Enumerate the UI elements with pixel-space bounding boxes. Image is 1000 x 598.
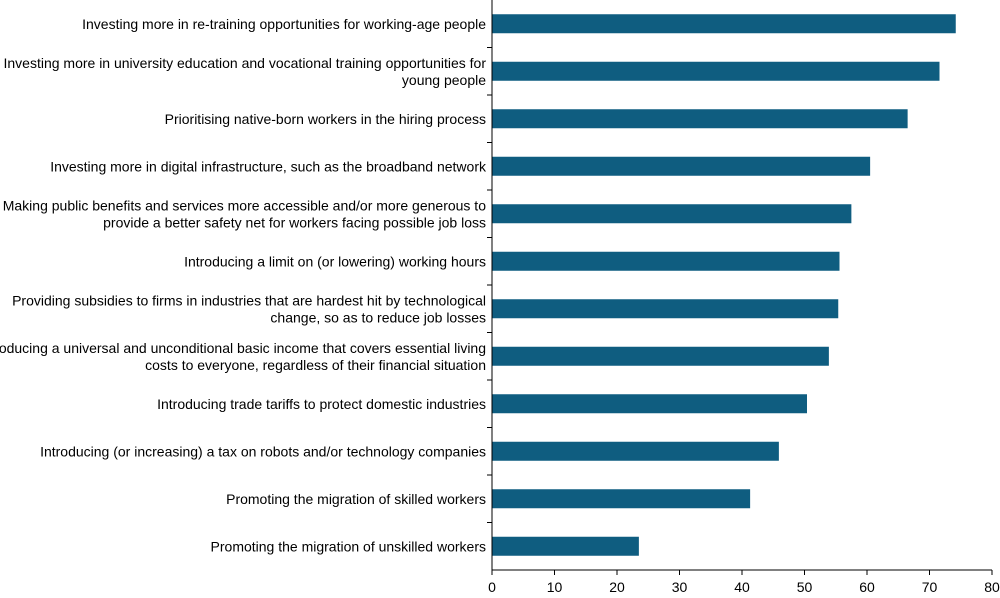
category-label-7: Introducing a universal and unconditiona… bbox=[0, 340, 486, 373]
bar-3 bbox=[492, 156, 871, 176]
x-tick-label-1: 10 bbox=[547, 579, 563, 595]
x-tick-label-3: 30 bbox=[672, 579, 688, 595]
category-label-3: Investing more in digital infrastructure… bbox=[50, 158, 487, 174]
category-label-2: Prioritising native-born workers in the … bbox=[165, 111, 486, 127]
category-label-1: Investing more in university education a… bbox=[3, 55, 486, 88]
category-labels: Investing more in re-training opportunit… bbox=[0, 16, 487, 555]
bars-group bbox=[492, 14, 956, 556]
bar-4 bbox=[492, 204, 852, 224]
axes-group: 0 10 20 30 40 50 60 70 80 bbox=[487, 0, 1000, 595]
bar-2 bbox=[492, 109, 908, 129]
bar-6 bbox=[492, 299, 839, 319]
bar-1 bbox=[492, 61, 940, 81]
bar-9 bbox=[492, 441, 779, 461]
bar-10 bbox=[492, 489, 751, 509]
category-label-5: Introducing a limit on (or lowering) wor… bbox=[184, 253, 486, 269]
x-tick-label-5: 50 bbox=[797, 579, 813, 595]
bar-0 bbox=[492, 14, 956, 34]
x-tick-label-4: 40 bbox=[734, 579, 750, 595]
bar-7 bbox=[492, 346, 829, 366]
bar-8 bbox=[492, 394, 807, 414]
x-tick-label-6: 60 bbox=[859, 579, 875, 595]
category-label-8: Introducing trade tariffs to protect dom… bbox=[157, 396, 486, 412]
x-tick-label-7: 70 bbox=[922, 579, 938, 595]
x-tick-label-8: 80 bbox=[984, 579, 1000, 595]
x-tick-label-2: 20 bbox=[609, 579, 625, 595]
x-tick-label-0: 0 bbox=[488, 579, 496, 595]
category-label-9: Introducing (or increasing) a tax on rob… bbox=[40, 443, 486, 459]
category-label-4: Making public benefits and services more… bbox=[3, 197, 486, 230]
bar-11 bbox=[492, 536, 639, 556]
bar-5 bbox=[492, 251, 840, 271]
category-label-0: Investing more in re-training opportunit… bbox=[82, 16, 486, 32]
category-label-10: Promoting the migration of skilled worke… bbox=[226, 491, 486, 507]
category-label-6: Providing subsidies to firms in industri… bbox=[12, 292, 486, 325]
category-label-11: Promoting the migration of unskilled wor… bbox=[211, 538, 486, 554]
